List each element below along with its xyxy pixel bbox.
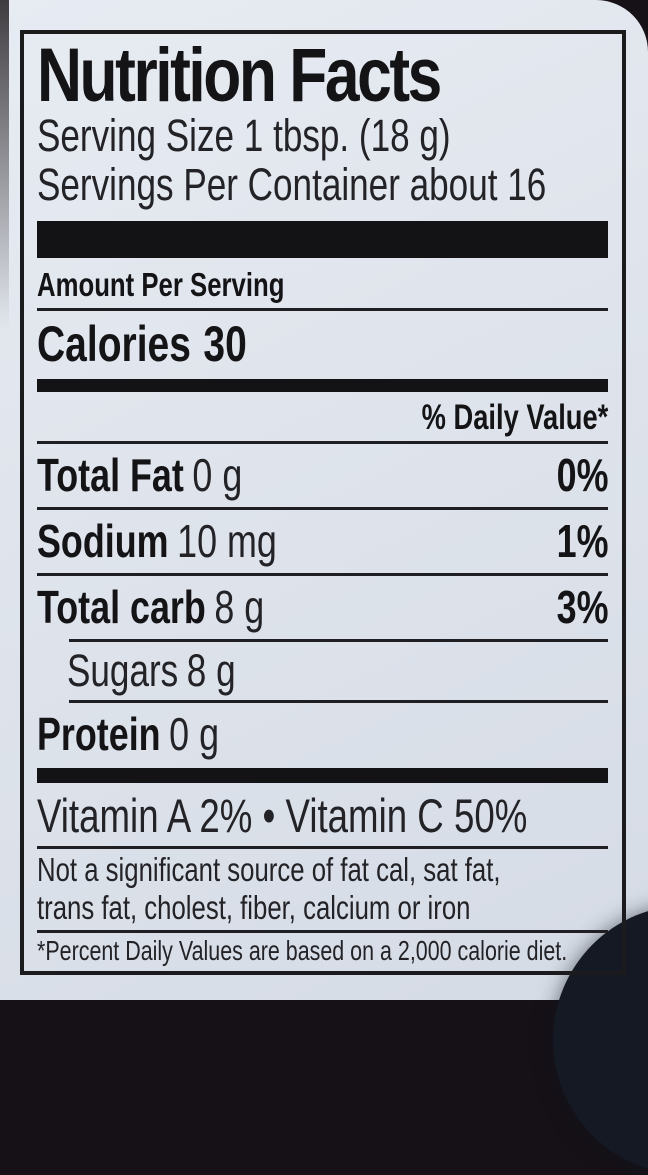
nutrient-row-total-fat: Total Fat 0 g 0% [37, 444, 608, 507]
nutrient-name: Sugars [67, 645, 179, 697]
nutrient-daily-value: 1% [556, 515, 608, 568]
servings-per-container-line: Servings Per Container about 16 [37, 158, 547, 210]
daily-value-header: % Daily Value* [421, 398, 608, 438]
nutrient-row-sodium: Sodium 10 mg 1% [37, 510, 608, 573]
medium-divider [37, 379, 608, 393]
label-paper [0, 0, 648, 1000]
nutrient-amount: 8 g [186, 645, 236, 697]
vitamins-line: Vitamin A 2% • Vitamin C 50% [37, 789, 528, 843]
not-significant-line-1: Not a significant source of fat cal, sat… [37, 851, 501, 889]
thin-divider-indented [69, 639, 608, 643]
nutrient-amount: 0 g [192, 449, 243, 502]
nutrient-amount: 0 g [169, 708, 220, 761]
thin-divider [37, 846, 608, 850]
not-significant-note: Not a significant source of fat cal, sat… [37, 849, 608, 930]
calories-value: 30 [203, 316, 247, 373]
thin-divider [37, 308, 608, 312]
thick-divider [37, 221, 608, 259]
thin-divider-indented [69, 700, 608, 704]
medium-divider [37, 768, 608, 784]
daily-values-footnote: *Percent Daily Values are based on a 2,0… [37, 935, 568, 967]
thin-divider [37, 507, 608, 511]
nutrition-label: Nutrition Facts Serving Size 1 tbsp. (18… [20, 30, 626, 975]
label-title: Nutrition Facts [37, 33, 608, 118]
calories-label: Calories [37, 316, 191, 373]
nutrient-name: Total carb [37, 581, 206, 634]
calories-row: Calories 30 [37, 311, 608, 379]
nutrient-name: Sodium [37, 515, 169, 568]
thin-divider [37, 930, 608, 934]
thin-divider [37, 573, 608, 577]
thin-divider [37, 441, 608, 445]
nutrient-row-protein: Protein 0 g [37, 703, 608, 766]
serving-size-line: Serving Size 1 tbsp. (18 g) [37, 110, 451, 162]
nutrient-daily-value: 0% [556, 449, 608, 502]
amount-per-serving-label: Amount Per Serving [37, 266, 285, 304]
nutrient-daily-value: 3% [556, 581, 608, 634]
nutrient-row-sugars: Sugars 8 g [37, 642, 608, 700]
nutrient-name: Protein [37, 708, 161, 761]
nutrient-amount: 8 g [214, 581, 265, 634]
nutrient-name: Total Fat [37, 449, 184, 502]
nutrient-row-total-carb: Total carb 8 g 3% [37, 576, 608, 639]
not-significant-line-2: trans fat, cholest, fiber, calcium or ir… [37, 889, 471, 927]
nutrient-amount: 10 mg [177, 515, 277, 568]
photo-shadow-left [0, 0, 9, 330]
label-title-text: Nutrition Facts [37, 33, 442, 118]
